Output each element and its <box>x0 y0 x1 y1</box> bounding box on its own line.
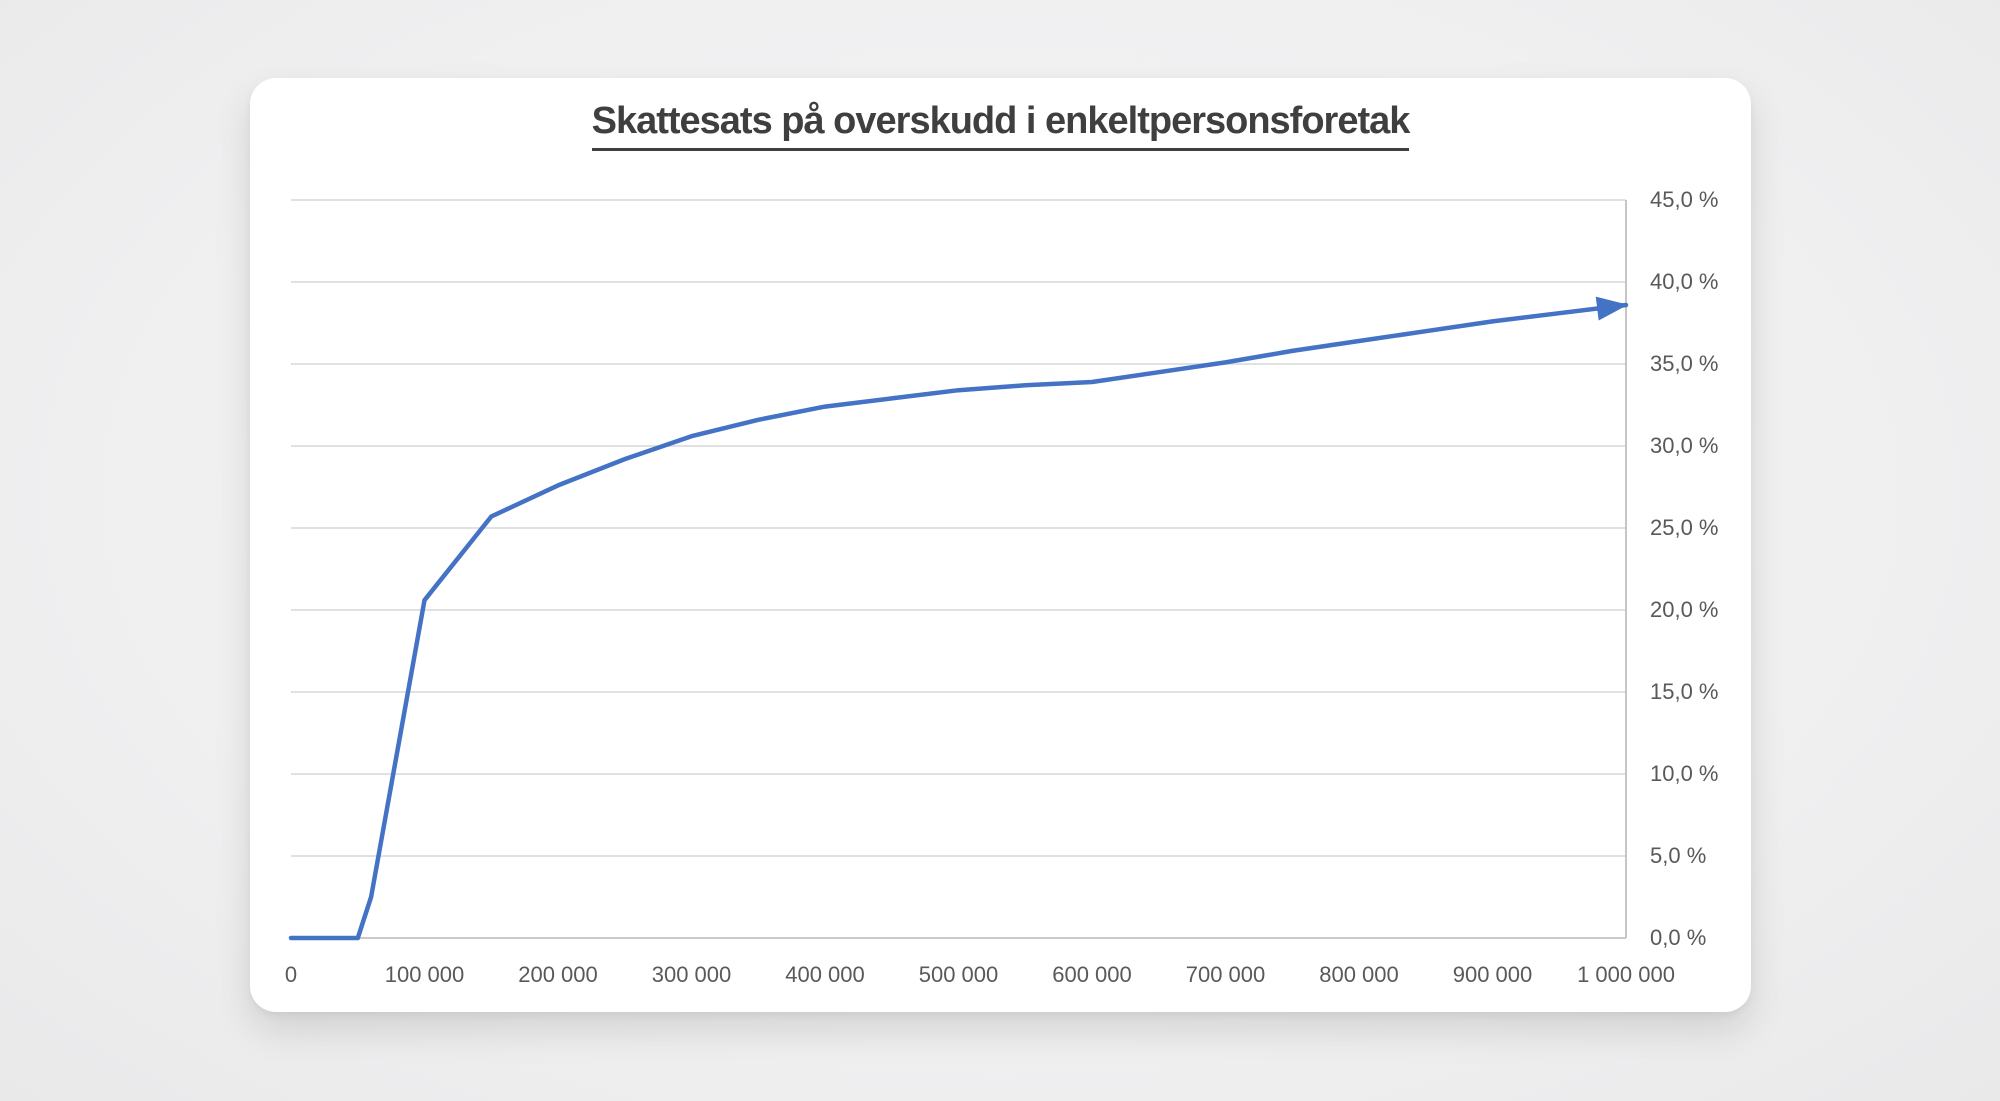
x-axis-tick-label: 800 000 <box>1319 962 1399 987</box>
x-axis-tick-label: 0 <box>284 962 298 987</box>
y-axis-tick-label: 5,0 % <box>1650 843 1707 868</box>
chart-title-text: Skattesats på overskudd i enkeltpersonsf… <box>591 98 1410 151</box>
y-axis-tick-label: 25,0 % <box>1650 515 1719 540</box>
x-axis-tick-label: 400 000 <box>785 962 865 987</box>
chart-title: Skattesats på overskudd i enkeltpersonsf… <box>250 98 1751 151</box>
x-axis-tick-label: 700 000 <box>1185 962 1266 987</box>
series-line <box>288 296 1629 941</box>
y-axis-tick-label: 30,0 % <box>1650 433 1719 458</box>
x-axis-tick-label: 200 000 <box>518 962 598 987</box>
series-line-group <box>288 296 1629 941</box>
y-axis-tick-label: 0,0 % <box>1650 925 1707 950</box>
gridlines <box>291 199 1626 939</box>
x-axis-tick-label: 1 000 000 <box>1577 962 1675 987</box>
x-axis-tick-label: 300 000 <box>651 962 732 987</box>
y-axis-tick-label: 45,0 % <box>1650 187 1719 212</box>
y-axis-tick-label: 40,0 % <box>1650 269 1719 294</box>
x-axis-tick-label: 600 000 <box>1052 962 1132 987</box>
x-axis-tick-label: 100 000 <box>384 962 465 987</box>
y-axis-tick-label: 20,0 % <box>1650 597 1719 622</box>
y-axis-tick-label: 10,0 % <box>1650 761 1719 786</box>
y-axis-tick-label: 15,0 % <box>1650 679 1719 704</box>
x-axis-tick-label: 900 000 <box>1452 962 1533 987</box>
y-axis-tick-label: 35,0 % <box>1650 351 1719 376</box>
x-axis-tick-label: 500 000 <box>918 962 999 987</box>
